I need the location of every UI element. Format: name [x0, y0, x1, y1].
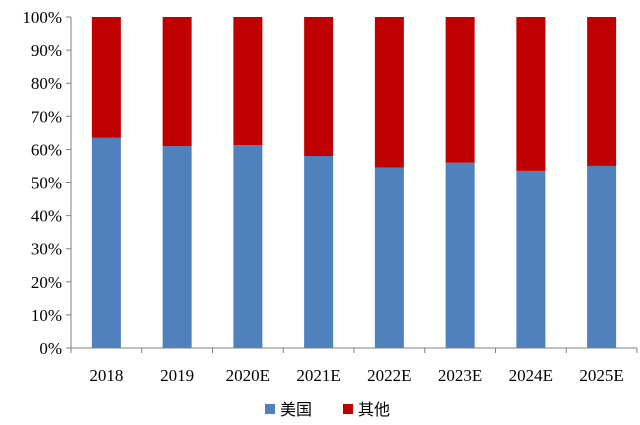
bar-us-2018	[91, 137, 121, 348]
bar-us-2025e	[587, 165, 617, 348]
y-tick-label: 30%	[31, 240, 62, 259]
y-tick-label: 100%	[22, 8, 62, 27]
legend-label-us: 美国	[280, 400, 312, 419]
y-tick-label: 50%	[31, 174, 62, 193]
bar-other-2023e	[445, 17, 475, 163]
legend-label-other: 其他	[358, 400, 390, 419]
y-tick-label: 0%	[39, 339, 62, 358]
bar-us-2024e	[516, 170, 546, 348]
y-tick-label: 80%	[31, 74, 62, 93]
x-tick-label: 2022E	[367, 366, 411, 385]
bar-us-2022e	[374, 167, 404, 348]
x-tick-labels: 2018 2019 2020E 2021E 2022E 2023E 2024E 2025E	[70, 348, 638, 385]
bar-other-2020e	[233, 17, 263, 146]
bar-us-2020e	[233, 145, 263, 348]
y-tick-label: 60%	[31, 140, 62, 159]
x-tick-label: 2020E	[226, 366, 270, 385]
bar-other-2024e	[516, 17, 546, 171]
legend-swatch-us	[265, 404, 275, 414]
y-tick-label: 10%	[31, 306, 62, 325]
x-tick-label: 2024E	[509, 366, 553, 385]
x-tick-label: 2018	[89, 366, 123, 385]
bar-other-2022e	[374, 17, 404, 168]
bar-us-2019	[162, 146, 192, 348]
y-tick-label: 20%	[31, 273, 62, 292]
x-tick-label: 2019	[160, 366, 194, 385]
bar-us-2023e	[445, 162, 475, 348]
bars	[91, 17, 617, 348]
axes	[70, 17, 637, 349]
bar-other-2019	[162, 17, 192, 147]
y-tick-label: 70%	[31, 107, 62, 126]
x-tick-label: 2023E	[438, 366, 482, 385]
x-tick-label: 2021E	[296, 366, 340, 385]
bar-us-2021e	[304, 156, 334, 348]
bar-other-2021e	[304, 17, 334, 157]
bar-other-2025e	[587, 17, 617, 166]
legend: 美国 其他	[265, 400, 390, 419]
x-tick-label: 2025E	[579, 366, 623, 385]
bar-other-2018	[91, 17, 121, 138]
y-tick-label: 90%	[31, 41, 62, 60]
y-tick-labels: 0% 10% 20% 30% 40% 50% 60% 70% 80% 90% 100%	[22, 8, 71, 358]
legend-swatch-other	[343, 404, 353, 414]
y-tick-label: 40%	[31, 207, 62, 226]
